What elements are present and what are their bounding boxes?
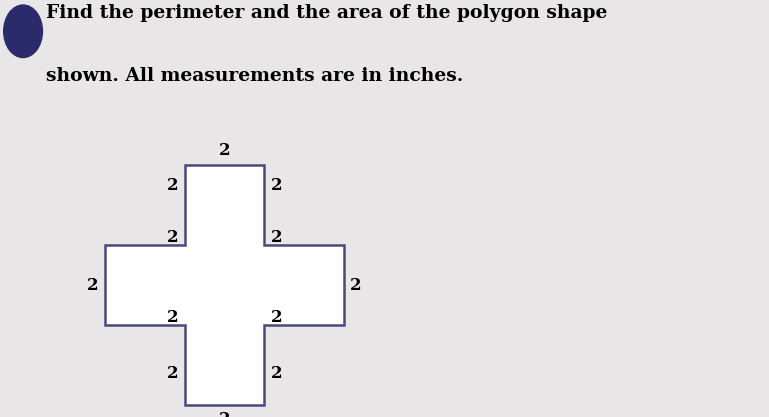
Text: 2: 2 — [167, 364, 178, 382]
Text: 2: 2 — [167, 177, 178, 194]
Polygon shape — [105, 166, 345, 405]
Text: 2: 2 — [351, 277, 362, 294]
Text: 2: 2 — [167, 309, 178, 326]
Text: 2: 2 — [271, 229, 282, 246]
Text: 2: 2 — [218, 411, 231, 417]
Circle shape — [4, 5, 42, 58]
Text: 2: 2 — [271, 177, 282, 194]
Text: 2: 2 — [271, 364, 282, 382]
Text: 2: 2 — [167, 229, 178, 246]
Text: shown. All measurements are in inches.: shown. All measurements are in inches. — [46, 67, 464, 85]
Text: Find the perimeter and the area of the polygon shape: Find the perimeter and the area of the p… — [46, 4, 608, 22]
Text: 2: 2 — [218, 142, 231, 159]
Text: 2: 2 — [87, 277, 98, 294]
Text: 2: 2 — [271, 309, 282, 326]
